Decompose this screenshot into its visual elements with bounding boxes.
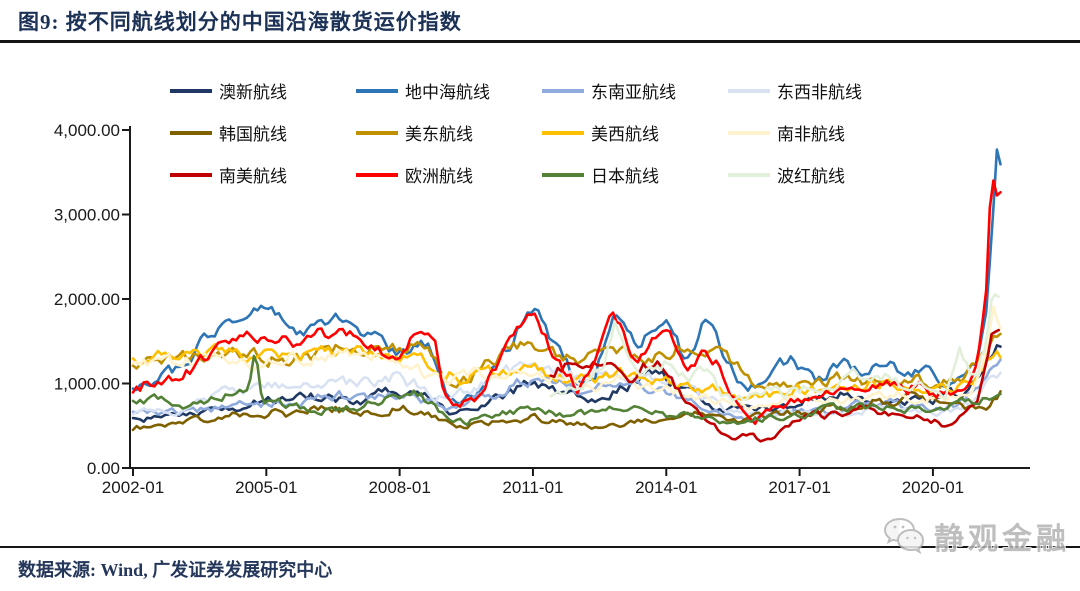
x-tick-label: 2002-01 xyxy=(102,478,164,497)
series-line xyxy=(131,148,1002,405)
x-tick-label: 2008-01 xyxy=(368,478,430,497)
legend-swatch xyxy=(170,172,212,177)
legend-item: 东西非航线 xyxy=(728,78,914,103)
legend-label: 地中海航线 xyxy=(405,83,490,102)
series-line xyxy=(131,358,1002,423)
x-tick-label: 2017-01 xyxy=(768,478,830,497)
title-divider xyxy=(0,40,1080,43)
legend-label: 东南亚航线 xyxy=(591,83,676,102)
legend-item: 欧洲航线 xyxy=(356,162,542,187)
legend-swatch xyxy=(356,88,398,93)
wechat-icon xyxy=(883,518,925,555)
legend-item: 美东航线 xyxy=(356,120,542,145)
data-source-note: 数据来源: Wind, 广发证券发展研究中心 xyxy=(18,560,333,580)
series-line xyxy=(131,354,1002,427)
watermark-text: 静观金融 xyxy=(934,523,1070,556)
legend-swatch xyxy=(542,172,584,177)
y-tick-label: 4,000.00 xyxy=(54,121,120,140)
legend-item: 东南亚航线 xyxy=(542,78,728,103)
series-line xyxy=(131,343,1002,401)
series-line xyxy=(131,332,1002,391)
legend-swatch xyxy=(728,130,770,135)
series-line xyxy=(549,328,1001,443)
legend-swatch xyxy=(356,130,398,135)
legend-item: 地中海航线 xyxy=(356,78,542,103)
legend-item: 澳新航线 xyxy=(170,78,356,103)
series-line xyxy=(131,179,1002,426)
legend-swatch xyxy=(170,130,212,135)
x-tick-label: 2005-01 xyxy=(235,478,297,497)
legend-item: 南美航线 xyxy=(170,162,356,187)
legend-label: 南非航线 xyxy=(777,125,845,144)
y-tick-label: 0.00 xyxy=(87,459,120,478)
y-tick-label: 3,000.00 xyxy=(54,206,120,225)
legend-swatch xyxy=(542,88,584,93)
footer-divider xyxy=(0,546,1080,548)
legend-swatch xyxy=(170,88,212,93)
x-tick-label: 2014-01 xyxy=(635,478,697,497)
legend-label: 韩国航线 xyxy=(219,125,287,144)
y-tick-label: 2,000.00 xyxy=(54,290,120,309)
y-tick-label: 1,000.00 xyxy=(54,375,120,394)
legend-label: 东西非航线 xyxy=(777,83,862,102)
x-tick-label: 2020-01 xyxy=(902,478,964,497)
legend-swatch xyxy=(728,172,770,177)
legend-swatch xyxy=(542,130,584,135)
legend-swatch xyxy=(356,172,398,177)
legend-label: 澳新航线 xyxy=(219,83,287,102)
watermark: 静观金融 xyxy=(882,514,1070,558)
legend-label: 南美航线 xyxy=(219,167,287,186)
legend-label: 波红航线 xyxy=(777,167,845,186)
legend-label: 美东航线 xyxy=(405,125,473,144)
legend-item: 美西航线 xyxy=(542,120,728,145)
legend-item: 南非航线 xyxy=(728,120,914,145)
figure-title: 图9: 按不同航线划分的中国沿海散货运价指数 xyxy=(18,10,462,34)
legend-label: 欧洲航线 xyxy=(405,167,473,186)
legend-item: 日本航线 xyxy=(542,162,728,187)
chart-legend: 澳新航线 地中海航线 东南亚航线 东西非航线韩国航线 美东航线 美西航线 南非航线南美航线 欧… xyxy=(170,78,920,187)
legend-item: 韩国航线 xyxy=(170,120,356,145)
x-tick-label: 2011-01 xyxy=(502,478,563,497)
legend-item: 波红航线 xyxy=(728,162,914,187)
legend-label: 美西航线 xyxy=(591,125,659,144)
legend-swatch xyxy=(728,88,770,93)
legend-label: 日本航线 xyxy=(591,167,659,186)
series-line xyxy=(549,293,1001,402)
